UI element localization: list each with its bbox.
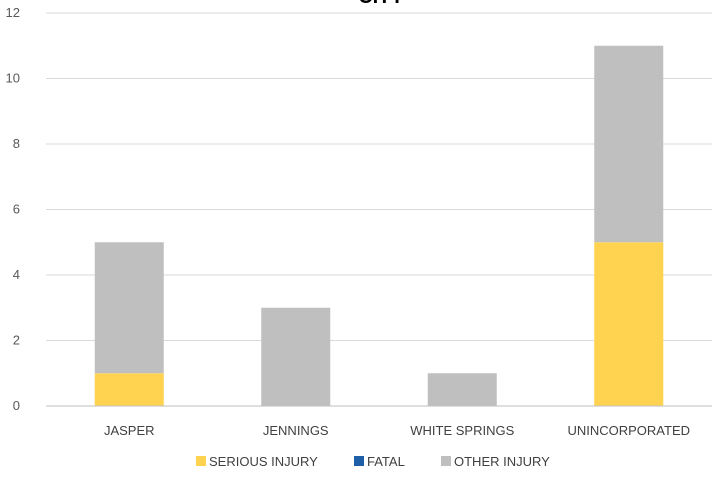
legend-label: OTHER INJURY	[454, 454, 550, 469]
bar-other-injury	[261, 307, 331, 406]
axes: 0 2 4 6 8 10 12 JASPER JENNINGS WHITE SPRINGS UNIN…	[6, 5, 712, 438]
bar-other-injury	[94, 242, 164, 374]
y-tick-label: 4	[13, 267, 20, 282]
legend-swatch	[441, 456, 451, 466]
bar-other-injury	[427, 373, 497, 406]
legend-label: FATAL	[367, 454, 405, 469]
chart-title: CITY	[358, 0, 404, 8]
bar-serious-injury	[594, 242, 664, 406]
x-tick-label: WHITE SPRINGS	[410, 423, 514, 438]
y-tick-label: 6	[13, 202, 20, 217]
y-tick-label: 8	[13, 136, 20, 151]
x-tick-label: UNINCORPORATED	[567, 423, 690, 438]
bar-serious-injury	[94, 373, 164, 406]
y-tick-label: 12	[6, 5, 20, 20]
legend-swatch	[354, 456, 364, 466]
y-tick-label: 0	[13, 398, 20, 413]
legend-label: SERIOUS INJURY	[209, 454, 318, 469]
y-tick-label: 2	[13, 333, 20, 348]
x-tick-label: JASPER	[104, 423, 155, 438]
legend: SERIOUS INJURY FATAL OTHER INJURY	[196, 454, 550, 469]
bar-other-injury	[594, 45, 664, 243]
y-tick-label: 10	[6, 71, 20, 86]
bars	[94, 45, 664, 406]
x-tick-label: JENNINGS	[263, 423, 329, 438]
legend-swatch	[196, 456, 206, 466]
